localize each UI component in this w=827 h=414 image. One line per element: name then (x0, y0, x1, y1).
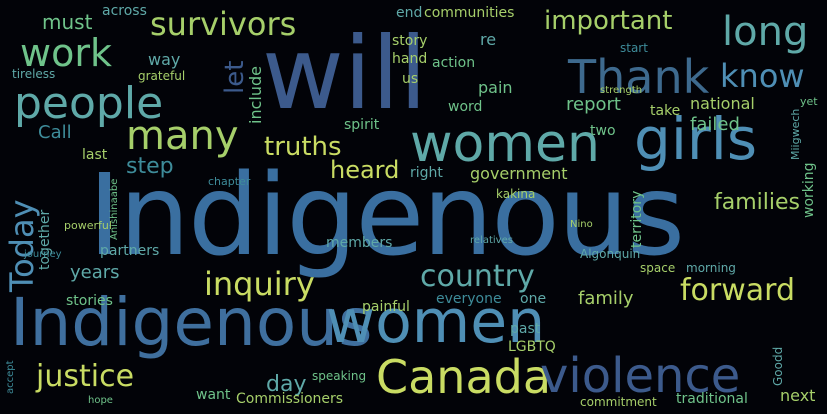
word-call: Call (38, 122, 72, 143)
word-communities: communities (424, 5, 515, 21)
word-violence: violence (540, 348, 741, 404)
word-partners: partners (100, 243, 160, 259)
word-tireless: tireless (12, 67, 56, 81)
word-story: story (392, 33, 428, 49)
word-truths: truths (264, 132, 342, 162)
word-long: long (722, 9, 809, 55)
word-everyone: everyone (436, 291, 502, 307)
word-step: step (126, 154, 174, 179)
word-hand: hand (392, 51, 428, 67)
word-territory: territory (629, 190, 645, 248)
word-indigenous-second: Indigenous (10, 284, 373, 361)
word-let: let (220, 60, 250, 94)
word-canada: Canada (376, 350, 552, 404)
word-forward: forward (680, 273, 796, 308)
word-strength: strength (600, 85, 643, 96)
word-re: re (480, 30, 497, 49)
word-report: report (566, 94, 621, 115)
word-many: many (126, 113, 239, 159)
word-hope: hope (88, 395, 113, 406)
word-years: years (70, 262, 120, 283)
word-want: want (196, 387, 231, 403)
word-speaking: speaking (312, 369, 367, 383)
word-accept: accept (5, 360, 16, 394)
word-include: include (246, 66, 265, 124)
word-end: end (396, 5, 423, 21)
word-national: national (690, 94, 755, 113)
word-next: next (780, 386, 816, 405)
word-families: families (714, 190, 800, 215)
word-family: family (578, 288, 634, 309)
word-traditional: traditional (676, 391, 748, 407)
word-failed: failed (690, 114, 740, 135)
word-right: right (410, 165, 443, 181)
word-journey: journey (24, 249, 62, 260)
word-take: take (650, 103, 681, 119)
word-chapter: chapter (208, 175, 251, 188)
word-commitment: commitment (580, 395, 657, 409)
word-working: working (801, 162, 817, 218)
word-commissioners: Commissioners (236, 391, 344, 407)
word-government: government (470, 164, 568, 183)
word-survivors: survivors (150, 5, 297, 43)
word-goodd: Goodd (771, 346, 785, 386)
word-us: us (402, 71, 419, 87)
word-space: space (640, 261, 676, 275)
word-heard: heard (330, 156, 400, 184)
word-will: will (262, 15, 428, 132)
word-miigwech: Miigwech (789, 108, 802, 160)
word-one: one (520, 291, 547, 307)
word-women-upper: women (410, 114, 600, 174)
word-thank: Thank (568, 50, 710, 104)
word-action: action (432, 55, 476, 71)
word-justice: justice (36, 359, 135, 394)
word-across: across (102, 3, 147, 19)
word-nino: Nino (570, 219, 593, 230)
word-members: members (326, 235, 393, 251)
word-indigenous-large: Indigenous (88, 151, 685, 281)
word-grateful: grateful (138, 69, 186, 83)
word-girls: girls (634, 105, 758, 173)
word-spirit: spirit (344, 117, 380, 133)
word-lgbtq: LGBTQ (508, 339, 556, 355)
word-work: work (20, 31, 112, 75)
word-yet: yet (800, 95, 818, 108)
word-women-lower: women (326, 287, 546, 357)
word-people: people (14, 78, 164, 129)
word-important: important (544, 6, 673, 36)
word-stories: stories (66, 293, 113, 309)
word-together: together (37, 209, 53, 270)
word-algonquin: Algonquin (580, 247, 641, 261)
word-country: country (420, 259, 535, 294)
word-relatives: relatives (470, 235, 513, 246)
word-morning: morning (686, 261, 736, 275)
word-kakina: kakina (496, 187, 536, 201)
word-start: start (620, 41, 648, 55)
word-must: must (42, 10, 93, 34)
word-way: way (148, 50, 181, 69)
word-day: day (266, 372, 307, 397)
word-inquiry: inquiry (204, 265, 315, 303)
word-know: know (720, 57, 805, 95)
word-word: word (448, 99, 483, 115)
word-past: past (510, 321, 541, 337)
word-today: Today (3, 199, 41, 292)
word-powerful: powerful (64, 219, 112, 232)
word-last: last (82, 147, 108, 163)
word-painful: painful (362, 299, 410, 315)
word-two: two (590, 123, 616, 139)
word-pain: pain (478, 78, 513, 97)
